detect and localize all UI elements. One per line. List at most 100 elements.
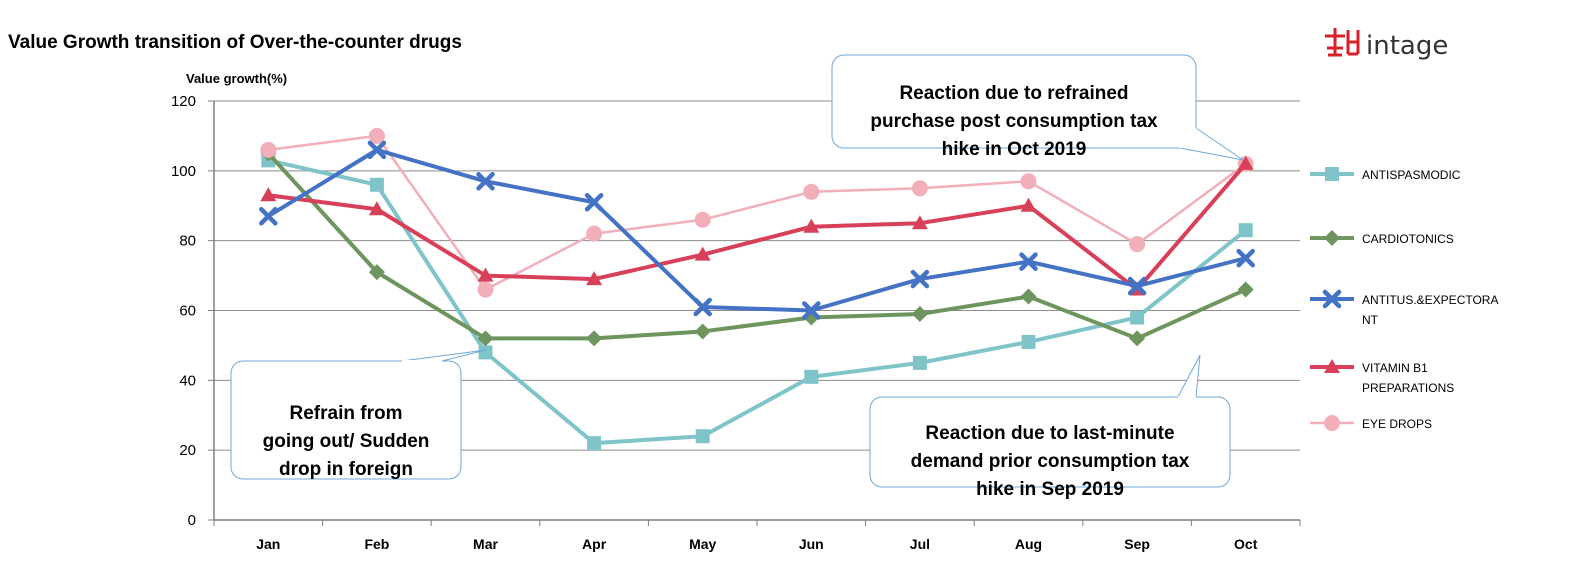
legend-marker [1324, 230, 1340, 246]
x-tick-label: Oct [1234, 536, 1258, 552]
data-point [587, 436, 602, 451]
callout-text-line: demand prior consumption tax [911, 451, 1190, 472]
data-point [804, 369, 819, 384]
series-line [266, 152, 1247, 341]
data-point [367, 140, 387, 160]
data-point [911, 180, 928, 197]
data-point [1237, 281, 1254, 298]
data-point [1020, 173, 1037, 190]
legend-marker [1324, 415, 1340, 431]
callout-text-line: hike in Sep 2019 [976, 479, 1124, 500]
legend-item: VITAMIN B1 PREPARATIONS [1310, 359, 1454, 395]
data-point [368, 201, 385, 216]
legend-label: EYE DROPS [1362, 417, 1432, 431]
data-point [586, 225, 603, 242]
y-axis-label: Value growth(%) [186, 71, 287, 86]
data-point [477, 267, 494, 282]
x-tick-label: Jun [799, 536, 824, 552]
data-point [1129, 330, 1146, 347]
legend-label: ANTISPASMODIC [1362, 168, 1461, 182]
x-tick-label: Mar [473, 536, 498, 552]
legend: ANTISPASMODIC CARDIOTONICS ANTITUS.&EXPECT… [1310, 167, 1498, 431]
x-tick-label: Jul [910, 536, 930, 552]
series-antispasmodic [261, 153, 1253, 451]
x-tick-label: May [689, 536, 716, 552]
data-point [260, 141, 277, 158]
data-point [584, 193, 604, 212]
legend-item: ANTISPASMODIC [1310, 167, 1461, 182]
data-point [911, 215, 928, 230]
callout-box [230, 360, 462, 480]
legend-label: NT [1362, 313, 1379, 327]
data-point [1020, 197, 1037, 212]
callout-refrain: Refrain from going out/ Sudden drop in for… [230, 349, 487, 480]
callout-pointer [1177, 354, 1201, 398]
callout-text-line: Reaction due to refrained [899, 83, 1128, 104]
data-point [1129, 236, 1146, 253]
y-tick-label: 120 [171, 93, 196, 110]
data-point [1130, 310, 1145, 325]
callout-pointer-join [1179, 127, 1197, 149]
data-point [803, 183, 820, 200]
y-tick-label: 0 [188, 512, 196, 529]
data-point [803, 218, 820, 233]
series-eye-drops [260, 127, 1254, 298]
intage-logo-mark [1325, 28, 1360, 57]
y-tick-label: 100 [171, 163, 196, 180]
x-tick-label: Apr [582, 536, 607, 552]
data-point [586, 271, 603, 286]
data-point [1021, 334, 1036, 349]
callout-text-line: drop in foreign [279, 459, 413, 480]
data-point [259, 206, 278, 226]
data-point [476, 172, 495, 191]
data-point [477, 281, 494, 298]
data-point [693, 297, 712, 317]
data-point [478, 345, 493, 360]
legend-item: CARDIOTONICS [1310, 230, 1454, 246]
series-line [268, 134, 1247, 291]
data-point [1127, 276, 1147, 296]
callout-box [831, 54, 1197, 149]
series-line [268, 162, 1248, 292]
data-point [1236, 248, 1255, 268]
x-tick-label: Aug [1015, 536, 1042, 552]
logo: intage [1325, 28, 1448, 61]
series-line [267, 147, 1247, 313]
series-antitus-expectorant [259, 140, 1255, 320]
x-tick-label: Jan [256, 536, 280, 552]
data-point [369, 177, 384, 192]
legend-marker [1324, 359, 1340, 373]
data-point [802, 301, 821, 320]
callout-reaction-sep: Reaction due to last-minute demand prior … [869, 354, 1231, 500]
y-tick-label: 20 [179, 442, 196, 459]
annotations: Refrain from going out/ Sudden drop in for… [230, 54, 1244, 500]
callout-pointer [401, 349, 487, 362]
data-point [1019, 252, 1038, 271]
series-group [259, 127, 1255, 451]
series-cardiotonics [260, 145, 1254, 347]
callout-text-line: going out/ Sudden [263, 431, 430, 452]
data-point [694, 211, 711, 228]
legend-marker [1322, 289, 1342, 309]
legend-label: PREPARATIONS [1362, 381, 1454, 395]
logo-text: intage [1366, 31, 1448, 61]
data-point [477, 330, 494, 347]
data-point [1237, 155, 1254, 170]
data-point [695, 429, 710, 444]
callout-reaction-oct: Reaction due to refrained purchase post c… [831, 54, 1244, 161]
data-point [260, 187, 277, 202]
y-tick-label: 80 [179, 233, 196, 250]
data-point [368, 264, 385, 281]
data-point [910, 269, 930, 289]
chart-title: Value Growth transition of Over-the-coun… [8, 32, 462, 53]
axes: 0 20 40 60 80 100 120 Jan Feb Mar Apr May Jun Jul Aug S… [171, 93, 1301, 552]
callout-text-line: Reaction due to last-minute [925, 423, 1174, 444]
y-tick-label: 40 [179, 372, 196, 389]
legend-label: ANTITUS.&EXPECTORA [1362, 293, 1498, 307]
series-line [267, 158, 1247, 446]
y-tick-label: 60 [179, 303, 196, 320]
data-point [368, 127, 385, 144]
data-point [694, 323, 711, 340]
x-tick-label: Feb [364, 536, 389, 552]
